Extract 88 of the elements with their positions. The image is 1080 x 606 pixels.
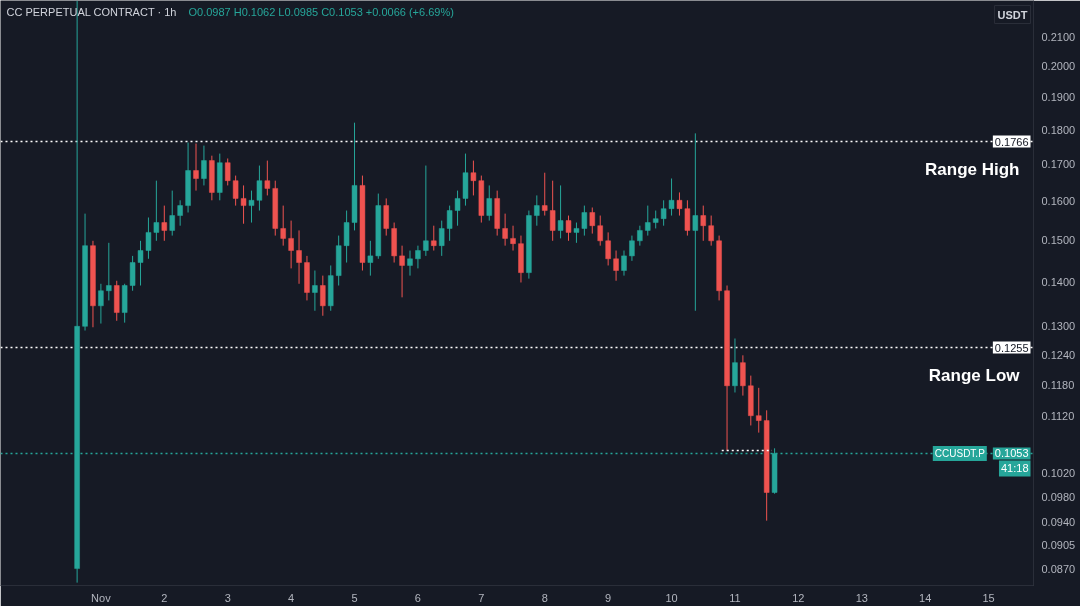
x-tick-label: 6: [414, 591, 421, 604]
y-tick-label: 0.1300: [1041, 320, 1076, 333]
ref-line-label: 0.1053: [994, 447, 1029, 460]
candlestick: [423, 165, 429, 257]
y-tick-label: 0.1600: [1041, 195, 1076, 208]
annotation: Range High: [925, 159, 1020, 179]
x-tick-label: 8: [541, 591, 548, 604]
y-tick-label: 0.1700: [1041, 158, 1076, 171]
candlestick: [256, 165, 263, 212]
candlestick: [367, 240, 374, 277]
candlestick: [264, 160, 271, 196]
y-tick-label: 0.1180: [1041, 378, 1075, 391]
x-tick-label: 14: [919, 591, 932, 604]
candlestick: [280, 205, 286, 247]
y-tick-label: 0.0980: [1041, 490, 1076, 503]
candlestick: [161, 205, 168, 242]
chart-title: CC PERPETUAL CONTRACT · 1h: [6, 5, 177, 18]
candlestick: [549, 180, 556, 242]
candlestick: [708, 215, 714, 247]
candlestick: [312, 270, 318, 312]
candlestick: [637, 225, 643, 247]
text: CCUSDT.P: [934, 447, 986, 459]
candlestick: [415, 245, 421, 269]
y-tick-label: 0.0870: [1041, 562, 1076, 575]
candlestick: [605, 231, 611, 266]
y-tick-label: 0.1900: [1041, 91, 1076, 104]
candlestick: [98, 283, 104, 325]
candlestick: [106, 242, 112, 301]
annotation: 41:18: [1000, 462, 1029, 475]
candlestick: [613, 250, 619, 282]
x-tick-label: Nov: [91, 591, 112, 604]
chart-subtitle: O0.0987 H0.1062 L0.0985 C0.1053 +0.0066 (+6.69%): [188, 5, 454, 18]
candlestick: [502, 213, 508, 247]
candlestick: [621, 250, 627, 277]
x-tick-label: 5: [351, 591, 358, 604]
x-tick-label: 9: [605, 591, 612, 604]
x-tick-label: 3: [224, 591, 231, 604]
candlestick: [431, 225, 437, 252]
candlestick: [248, 190, 255, 224]
y-tick-label: 0.0905: [1041, 538, 1076, 551]
candlestick: [439, 220, 445, 257]
y-tick-label: 0.2000: [1041, 60, 1076, 73]
ref-line-label: 0.1255: [994, 341, 1029, 354]
y-tick-label: 0.1020: [1041, 466, 1076, 479]
candlestick: [732, 338, 738, 393]
y-tick-label: 0.2100: [1041, 31, 1076, 44]
candlestick: [510, 225, 516, 252]
y-axis-title: USDT: [997, 8, 1028, 21]
candlestick: [756, 387, 762, 434]
y-tick-label: 0.1500: [1041, 234, 1076, 246]
candlestick: [407, 250, 413, 277]
candlestick: [542, 172, 548, 217]
y-tick-label: 0.1120: [1041, 410, 1075, 423]
candlestick: [565, 215, 572, 242]
candlestick: [486, 184, 492, 222]
candlestick: [193, 143, 199, 192]
candlestick: [288, 220, 294, 269]
y-tick-label: 0.1800: [1041, 124, 1076, 136]
x-tick-label: 12: [792, 591, 805, 604]
candlestick: [383, 197, 389, 237]
candlestick: [700, 205, 706, 242]
x-tick-label: 2: [161, 591, 168, 604]
y-tick-label: 0.1240: [1041, 348, 1076, 361]
x-tick-label: 10: [665, 591, 678, 604]
candlestick: [177, 199, 183, 227]
candlestick: [629, 235, 635, 262]
x-tick-label: 13: [855, 591, 868, 604]
candlestick: [225, 157, 231, 186]
y-tick-label: 0.1400: [1041, 275, 1076, 288]
candlestick: [399, 245, 405, 298]
candlestick: [597, 215, 603, 247]
x-tick-label: 4: [288, 591, 295, 604]
candlestick: [169, 190, 175, 237]
candlestick: [589, 207, 595, 235]
y-tick-label: 0.0940: [1041, 515, 1076, 528]
ref-line-label: 0.1766: [994, 135, 1029, 148]
candlestick: [692, 132, 699, 312]
candlestick: [557, 184, 564, 239]
candlestick: [645, 205, 651, 237]
x-tick-label: 11: [729, 591, 741, 604]
candlestick: [740, 354, 746, 397]
candlestick: [201, 145, 207, 186]
candlestick: [320, 275, 326, 317]
candlestick: [296, 229, 302, 285]
annotation: Range Low: [928, 365, 1021, 385]
x-tick-label: 7: [478, 591, 485, 604]
candlestick: [534, 194, 540, 227]
x-tick-label: 15: [982, 591, 995, 604]
